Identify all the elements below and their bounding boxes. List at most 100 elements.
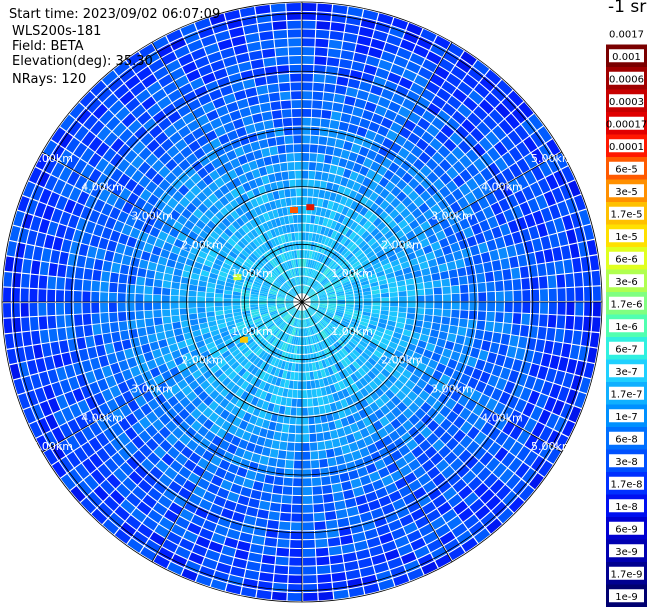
ppi-cell: [180, 283, 189, 291]
ppi-cell: [120, 330, 130, 341]
ppi-cell: [282, 207, 288, 216]
ppi-cell: [288, 344, 293, 353]
ppi-cell: [384, 364, 394, 374]
ppi-cell: [257, 581, 273, 591]
ppi-cell: [513, 290, 522, 302]
ppi-cell: [24, 345, 35, 361]
ppi-cell: [241, 299, 250, 302]
ppi-cell: [195, 219, 206, 230]
ppi-cell: [155, 459, 169, 473]
ppi-cell: [282, 118, 293, 127]
ppi-cell: [330, 563, 345, 573]
ppi-cell: [165, 172, 177, 184]
ppi-cell: [328, 39, 343, 50]
ppi-cell: [194, 85, 208, 98]
ppi-cell: [315, 243, 321, 252]
ppi-cell: [292, 214, 298, 224]
ppi-cell: [340, 149, 351, 160]
ppi-cell: [253, 526, 267, 537]
ppi-cell: [307, 336, 311, 345]
ppi-cell: [208, 541, 223, 553]
azimuth-spoke: [301, 301, 453, 563]
ppi-cell: [549, 383, 562, 399]
ppi-cell: [322, 340, 328, 349]
ppi-cell: [311, 362, 317, 371]
ppi-cell: [133, 219, 145, 231]
ppi-cell: [317, 396, 324, 406]
ppi-cell: [329, 554, 344, 565]
ppi-cell: [310, 296, 318, 300]
ppi-cell: [271, 440, 280, 450]
ppi-cell: [98, 188, 111, 202]
ppi-cell: [356, 439, 367, 450]
ppi-cell: [458, 485, 473, 500]
ppi-cell: [319, 298, 328, 301]
ppi-cell: [271, 270, 279, 278]
ppi-cell: [11, 303, 21, 318]
ppi-cell: [446, 261, 457, 271]
ppi-cell: [276, 265, 283, 274]
ppi-cell: [277, 276, 285, 284]
ppi-cell: [299, 337, 302, 346]
ppi-cell: [346, 179, 355, 189]
ppi-cell: [457, 267, 467, 277]
ppi-cell: [183, 530, 198, 543]
ppi-cell: [331, 13, 347, 23]
ppi-cell: [482, 115, 498, 131]
ppi-cell: [26, 390, 39, 406]
ppi-cell: [327, 228, 334, 238]
ppi-cell: [330, 355, 337, 364]
ppi-cell: [110, 168, 124, 182]
ppi-cell: [139, 444, 153, 458]
ppi-cell: [378, 318, 388, 325]
ppi-cell: [330, 240, 337, 249]
ppi-cell: [277, 235, 283, 245]
ppi-cell: [280, 100, 292, 109]
ppi-cell: [474, 263, 484, 274]
ppi-cell: [284, 361, 290, 371]
ppi-cell: [442, 245, 452, 256]
ppi-cell: [313, 82, 325, 92]
ppi-cell: [499, 223, 511, 236]
ppi-cell: [235, 387, 245, 398]
ppi-cell: [214, 302, 223, 307]
ppi-cell: [118, 447, 132, 461]
ppi-cell: [427, 487, 442, 501]
ppi-cell: [560, 403, 573, 419]
ppi-cell: [451, 285, 460, 294]
ppi-cell: [341, 543, 355, 554]
ppi-cell: [489, 109, 504, 125]
ppi-cell: [264, 537, 278, 547]
ppi-cell: [336, 427, 346, 438]
ppi-cell: [354, 370, 363, 380]
ppi-cell: [331, 438, 341, 448]
ppi-cell: [329, 120, 340, 130]
ppi-cell: [305, 336, 309, 345]
ppi-cell: [302, 285, 304, 294]
ppi-cell: [327, 200, 334, 210]
ppi-cell: [339, 273, 347, 280]
ppi-cell: [341, 444, 351, 455]
ppi-cell: [201, 122, 214, 134]
ppi-cell: [168, 502, 183, 516]
ppi-cell: [82, 302, 91, 314]
ppi-cell: [318, 263, 324, 272]
ppi-cell: [557, 231, 569, 246]
ppi-cell: [292, 389, 298, 398]
ppi-cell: [222, 334, 232, 342]
ppi-cell: [276, 255, 282, 264]
ppi-cell: [320, 341, 326, 350]
ppi-cell: [224, 258, 234, 266]
ppi-cell: [422, 245, 433, 255]
ppi-cell: [434, 35, 451, 50]
ppi-cell: [591, 270, 601, 286]
ppi-cell: [337, 256, 345, 265]
ppi-cell: [343, 356, 352, 366]
ppi-cell: [271, 337, 278, 346]
ppi-cell: [149, 226, 161, 238]
ppi-cell: [169, 209, 181, 221]
ppi-cell: [38, 316, 48, 330]
ppi-cell: [302, 398, 308, 407]
ppi-cell: [495, 212, 507, 226]
ppi-cell: [346, 299, 354, 302]
